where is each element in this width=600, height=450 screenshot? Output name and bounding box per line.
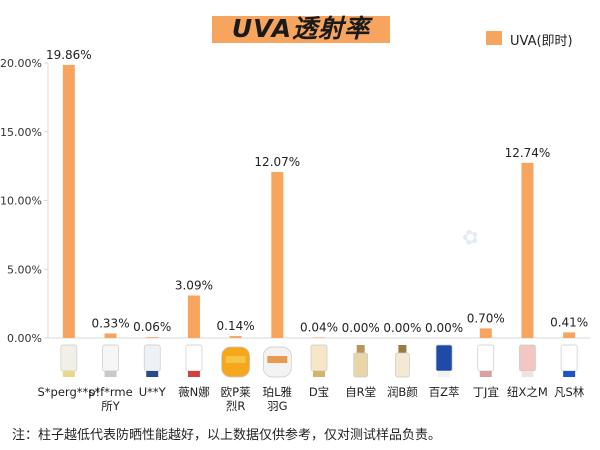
x-tick-label: 丁J宜 — [473, 385, 499, 399]
product-bottle-icon — [395, 352, 410, 378]
x-tick-label: 自R堂 — [345, 385, 376, 399]
product-tube-icon — [185, 344, 203, 372]
data-label: 0.00% — [425, 321, 463, 335]
data-label: 0.06% — [133, 320, 171, 334]
y-tick-label: 10.00% — [0, 195, 42, 208]
data-label: 0.41% — [550, 315, 588, 329]
bar-chart: 0.00% 5.00% 10.00% 15.00% 20.00% 19.86% S*perg… — [0, 48, 590, 413]
footnote: 注：柱子越低代表防晒性能越好，以上数据仅供参考，仅对测试样品负责。 — [12, 428, 442, 443]
x-tick-label: D宝 — [309, 385, 329, 399]
product-cap-icon — [187, 371, 200, 377]
y-tick-label: 20.00% — [0, 57, 42, 70]
x-tick-label: 珀L雅 — [263, 385, 292, 399]
data-label: 0.04% — [300, 320, 338, 334]
bar — [104, 333, 117, 338]
bar — [146, 337, 159, 338]
product-tube-icon — [435, 344, 453, 372]
product-cap-icon — [479, 371, 492, 377]
product-tube-icon — [560, 344, 578, 372]
bar — [187, 295, 200, 338]
x-tick-label: 凡S林 — [554, 385, 585, 399]
product-cap-icon — [563, 371, 576, 377]
data-label: 0.00% — [342, 321, 380, 335]
chart-title-text: UVA透射率 — [231, 14, 371, 43]
data-label: 12.07% — [254, 155, 300, 169]
product-cap-icon — [146, 371, 159, 377]
bar — [271, 172, 284, 338]
bar — [313, 337, 325, 338]
product-tube-icon — [519, 344, 536, 372]
data-label: 0.14% — [217, 319, 255, 333]
x-tick-label: S*perg**p! — [38, 385, 101, 399]
y-tick-label: 0.00% — [7, 332, 42, 345]
y-tick-label: 15.00% — [0, 126, 42, 139]
chart-title: UVA透射率 — [212, 9, 390, 43]
data-label: 12.74% — [505, 146, 551, 160]
x-tick-label: 薇N娜 — [178, 385, 210, 399]
legend-label: UVA(即时) — [510, 34, 573, 49]
product-tube-icon — [477, 344, 495, 372]
product-tube-icon — [60, 344, 78, 372]
product-cap-icon — [62, 371, 75, 377]
x-tick-label: s*f*rme — [88, 385, 132, 399]
data-label: 0.00% — [383, 321, 421, 335]
product-tube-icon — [310, 344, 328, 372]
product-cap-icon — [521, 371, 534, 377]
x-tick-label: 欧P莱 — [221, 385, 251, 399]
product-cap-icon — [438, 371, 451, 377]
product-cap-icon — [398, 345, 407, 353]
product-cap-icon — [356, 345, 365, 353]
product-label-icon — [267, 356, 288, 363]
title-highlight — [212, 16, 390, 43]
bar — [229, 336, 242, 338]
data-label: 19.86% — [46, 48, 92, 62]
x-tick-label: 所Y — [101, 399, 120, 413]
data-label: 0.33% — [91, 316, 129, 330]
bar — [563, 332, 576, 338]
bar — [521, 162, 534, 338]
data-label: 0.70% — [467, 311, 505, 325]
legend-swatch — [486, 31, 502, 45]
bar — [479, 328, 492, 338]
bar — [62, 64, 75, 339]
y-tick-label: 5.00% — [7, 263, 42, 276]
product-tube-icon — [143, 344, 161, 372]
x-tick-label: 纽X之M — [507, 385, 548, 399]
x-tick-label: U**Y — [139, 385, 167, 399]
x-tick-label: 羽G — [267, 399, 287, 413]
product-bottle-icon — [353, 352, 369, 378]
x-tick-label: 百Z萃 — [429, 385, 460, 399]
product-tube-icon — [102, 344, 119, 372]
data-label: 3.09% — [175, 279, 213, 293]
x-tick-label: 烈R — [226, 399, 246, 413]
x-tick-label: 润B颜 — [387, 385, 418, 399]
product-cap-icon — [313, 371, 325, 377]
product-cap-icon — [104, 371, 117, 377]
product-label-icon — [225, 356, 246, 363]
